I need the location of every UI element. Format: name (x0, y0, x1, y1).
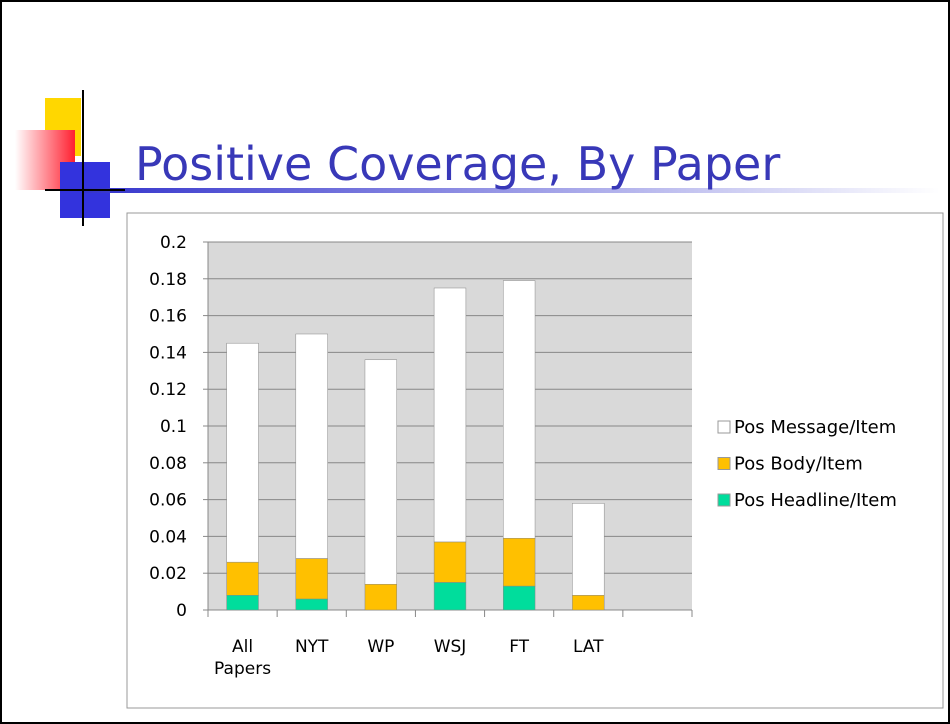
legend-swatch (717, 493, 731, 507)
legend-swatch (717, 457, 731, 470)
bar-segment (572, 595, 605, 611)
legend-label: Pos Headline/Item (734, 490, 897, 511)
bar-segment (502, 537, 536, 587)
y-tick-label: 0.1 (160, 417, 187, 437)
y-tick-label: 0.08 (149, 454, 187, 474)
x-tick-label: FT (509, 637, 530, 657)
y-tick-label: 0.2 (160, 233, 187, 253)
bar-segment (226, 561, 259, 596)
bar-segment (226, 595, 259, 611)
bar-segment (364, 583, 398, 611)
y-tick-label: 0.12 (149, 380, 187, 400)
chart-title: Positive Coverage, By Paper (135, 137, 780, 191)
x-tick-label: All Papers (214, 637, 272, 679)
bar-segment (433, 582, 467, 611)
x-tick-label: LAT (573, 637, 604, 657)
bar-segment (295, 558, 328, 600)
y-tick-label: 0.06 (149, 491, 187, 511)
bar-segment (433, 287, 467, 543)
deco-line (82, 188, 940, 193)
x-tick-label: WSJ (433, 637, 467, 657)
y-tick-label: 0.18 (149, 270, 187, 290)
bar-segment (364, 359, 398, 585)
y-tick-label: 0 (176, 601, 187, 621)
bar-segment (572, 503, 605, 596)
bar-segment (226, 342, 259, 563)
y-tick-label: 0.02 (149, 564, 187, 584)
bar-segment (502, 280, 536, 539)
bar-segment (502, 585, 536, 611)
bar-segment (433, 541, 467, 583)
x-tick-label: WP (367, 637, 395, 657)
y-tick-label: 0.14 (149, 343, 187, 363)
y-tick-label: 0.04 (149, 527, 187, 547)
bar-segment (295, 598, 328, 611)
x-tick-label: NYT (294, 637, 329, 657)
legend-swatch (717, 420, 731, 434)
y-tick-label: 0.16 (149, 307, 187, 327)
legend-label: Pos Body/Item (734, 454, 863, 475)
legend-label: Pos Message/Item (734, 417, 896, 438)
bar-segment (295, 333, 328, 559)
